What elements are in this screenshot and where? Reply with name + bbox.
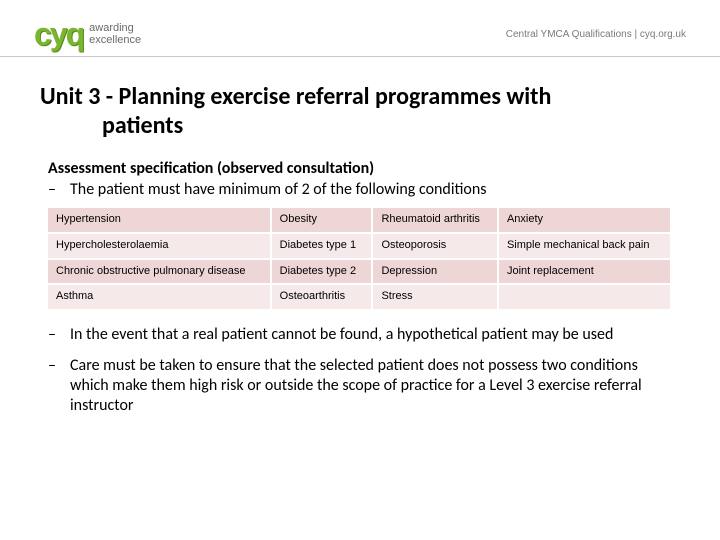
table-cell: Rheumatoid arthritis	[372, 208, 498, 233]
tagline-line1: awarding	[89, 22, 134, 34]
table-row: Hypercholesterolaemia Diabetes type 1 Os…	[48, 233, 671, 259]
bullet-item: – Care must be taken to ensure that the …	[0, 346, 720, 417]
table-row: Hypertension Obesity Rheumatoid arthriti…	[48, 208, 671, 233]
table-cell: Diabetes type 1	[271, 233, 373, 259]
bullet-item: – The patient must have minimum of 2 of …	[0, 178, 720, 200]
page-title: Unit 3 - Planning exercise referral prog…	[0, 65, 720, 141]
table-cell: Hypertension	[48, 208, 271, 233]
title-line1: Unit 3 - Planning exercise referral prog…	[40, 82, 551, 111]
conditions-table: Hypertension Obesity Rheumatoid arthriti…	[48, 208, 672, 311]
table-cell: Joint replacement	[498, 259, 671, 285]
subheading: Assessment specification (observed consu…	[0, 141, 720, 178]
dash-icon: –	[48, 325, 70, 345]
conditions-table-wrap: Hypertension Obesity Rheumatoid arthriti…	[0, 200, 720, 315]
header-bar: cyq awarding excellence Central YMCA Qua…	[0, 0, 720, 57]
header-right-text: Central YMCA Qualifications | cyq.org.uk	[506, 29, 686, 40]
dash-icon: –	[48, 356, 70, 417]
table-cell: Osteoarthritis	[271, 284, 373, 310]
table-cell: Asthma	[48, 284, 271, 310]
table-cell: Anxiety	[498, 208, 671, 233]
table-row: Chronic obstructive pulmonary disease Di…	[48, 259, 671, 285]
table-cell: Chronic obstructive pulmonary disease	[48, 259, 271, 285]
logo-tagline: awarding excellence	[89, 22, 141, 46]
bullet-item: – In the event that a real patient canno…	[0, 315, 720, 345]
table-row: Asthma Osteoarthritis Stress	[48, 284, 671, 310]
tagline-line2: excellence	[89, 34, 141, 46]
table-cell: Obesity	[271, 208, 373, 233]
table-cell: Simple mechanical back pain	[498, 233, 671, 259]
table-cell: Diabetes type 2	[271, 259, 373, 285]
table-cell: Depression	[372, 259, 498, 285]
bullet-text: Care must be taken to ensure that the se…	[70, 356, 672, 417]
bullet-text: The patient must have minimum of 2 of th…	[70, 180, 672, 200]
title-line2: patients	[40, 112, 680, 141]
table-cell	[498, 284, 671, 310]
bullet-text: In the event that a real patient cannot …	[70, 325, 672, 345]
table-cell: Stress	[372, 284, 498, 310]
dash-icon: –	[48, 180, 70, 200]
logo-block: cyq awarding excellence	[34, 18, 141, 50]
logo-text: cyq	[34, 18, 83, 50]
table-cell: Hypercholesterolaemia	[48, 233, 271, 259]
table-cell: Osteoporosis	[372, 233, 498, 259]
